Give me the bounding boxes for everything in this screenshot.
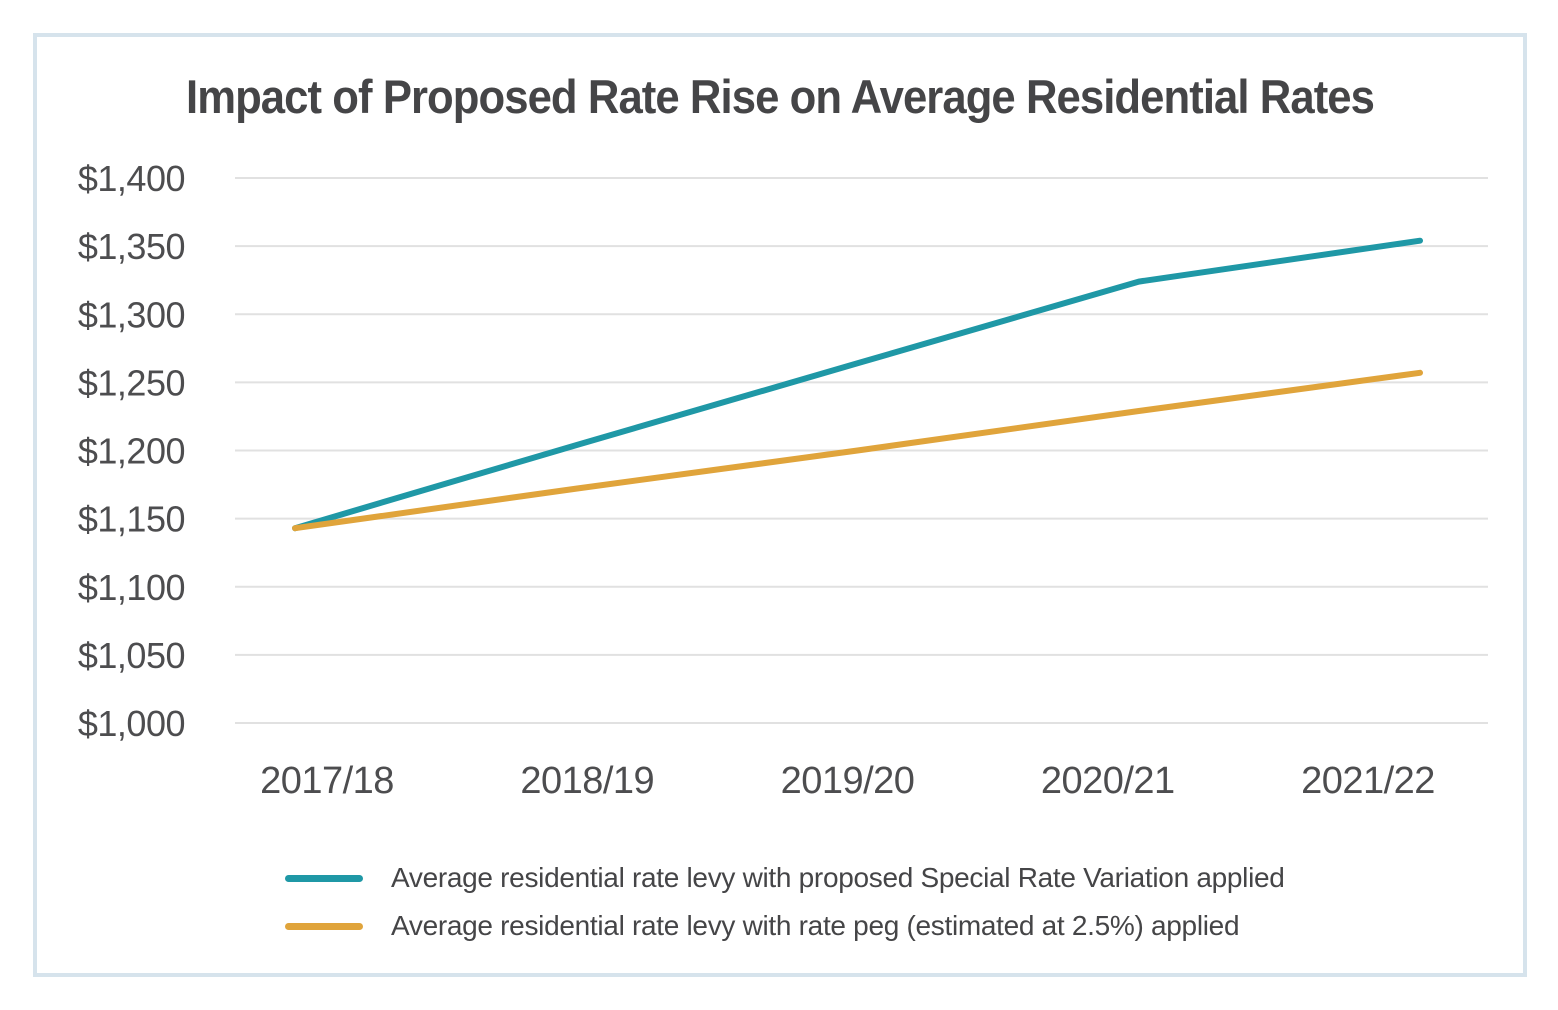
y-tick-label: $1,150 [78,499,185,540]
x-tick-label: 2017/18 [260,760,394,802]
y-tick-label: $1,250 [78,362,185,403]
y-tick-label: $1,100 [78,567,185,608]
legend-item-rate-peg: Average residential rate levy with rate … [285,910,1285,942]
gridlines [235,177,1488,724]
legend: Average residential rate levy with propo… [285,862,1285,942]
y-tick-label: $1,050 [78,635,185,676]
y-tick-label: $1,350 [78,226,185,267]
x-tick-label: 2021/22 [1301,760,1435,802]
chart-title: Impact of Proposed Rate Rise on Average … [186,70,1374,123]
series-line [292,237,1423,532]
legend-swatch-srv-line [285,874,363,882]
y-axis-tick-labels: $1,000 $1,050 $1,100 $1,150 $1,200 $1,250 $1,3… [78,158,186,744]
legend-item-srv: Average residential rate levy with propo… [285,862,1285,894]
y-tick-label: $1,300 [78,294,185,335]
legend-swatch-rate-peg-line [285,922,363,930]
x-tick-label: 2020/21 [1041,760,1175,802]
y-tick-label: $1,000 [78,703,185,744]
x-tick-label: 2018/19 [520,760,654,802]
x-axis-tick-labels: 2017/18 2018/19 2019/20 2020/21 2021/22 [260,760,1435,802]
series-line [292,369,1423,532]
chart-border [33,33,1527,977]
y-tick-label: $1,400 [78,158,185,199]
legend-label-rate-peg: Average residential rate levy with rate … [391,910,1240,941]
series-lines [292,237,1423,532]
y-tick-label: $1,200 [78,431,185,472]
x-tick-label: 2019/20 [781,760,915,802]
legend-label-srv: Average residential rate levy with propo… [391,862,1285,893]
